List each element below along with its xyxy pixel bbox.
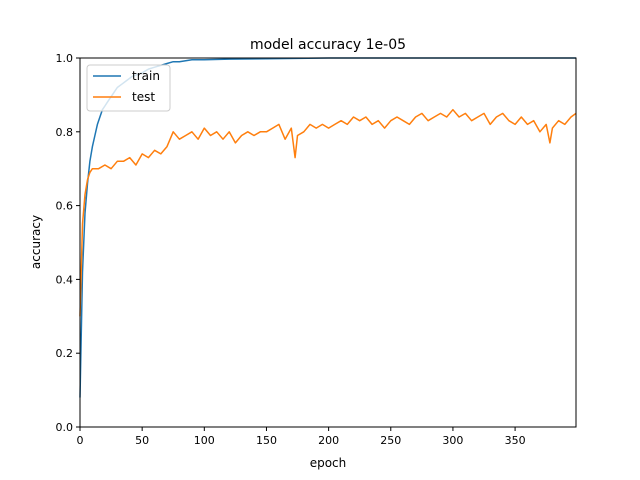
x-tick-label: 300: [442, 434, 463, 447]
x-tick-label: 50: [135, 434, 149, 447]
y-tick-label: 1.0: [56, 52, 74, 65]
x-tick-label: 150: [256, 434, 277, 447]
x-axis-label: epoch: [310, 456, 347, 470]
axes-frame: [79, 57, 577, 428]
legend-label-test: test: [132, 90, 155, 104]
x-tick-label: 0: [77, 434, 84, 447]
axis-ticks: 0 50 100 150 200 250 300 350 0.0 0.2 0.4 0.6 0.8 1.0: [56, 52, 526, 447]
legend-label-train: train: [132, 69, 160, 83]
y-tick-label: 0.2: [56, 347, 74, 360]
y-tick-label: 0.8: [56, 126, 74, 139]
series-line-test: [79, 108, 577, 317]
x-tick-label: 200: [318, 434, 339, 447]
y-tick-label: 0.0: [56, 421, 74, 434]
y-tick-label: 0.4: [56, 273, 74, 286]
y-axis-label: accuracy: [29, 215, 43, 269]
x-tick-label: 350: [505, 434, 526, 447]
x-tick-label: 250: [380, 434, 401, 447]
legend: train test: [86, 64, 171, 112]
y-tick-label: 0.6: [56, 200, 74, 213]
chart-title: model accuracy 1e-05: [250, 37, 406, 53]
x-tick-label: 100: [194, 434, 215, 447]
